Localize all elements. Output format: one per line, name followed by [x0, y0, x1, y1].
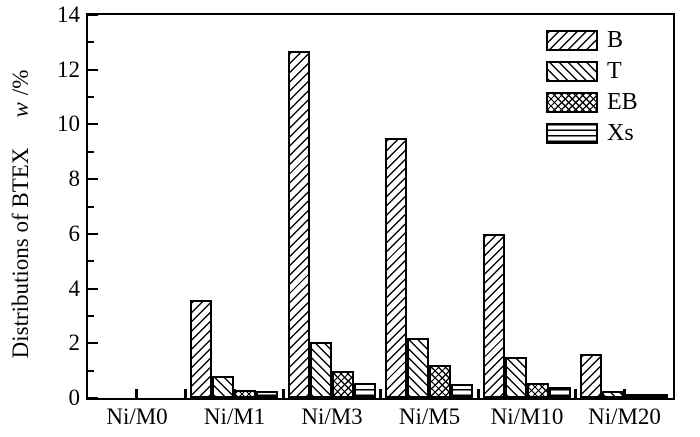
x-tick — [184, 389, 187, 398]
x-category-label: Ni/M5 — [398, 404, 461, 429]
bar-eb-ni-m3 — [331, 370, 354, 398]
legend-label: Xs — [607, 120, 634, 146]
y-tick-label: 8 — [68, 166, 81, 192]
y-tick-label: 0 — [68, 385, 81, 410]
bar-xs-ni-m20 — [646, 394, 669, 398]
bar-t-ni-m3 — [309, 341, 332, 398]
x-tick — [281, 389, 285, 398]
legend-swatch-xs — [546, 123, 598, 144]
y-tick — [88, 14, 98, 16]
legend-item-t: T — [546, 58, 638, 84]
x-category-label: Ni/M0 — [106, 404, 168, 429]
bar-eb-ni-m1 — [234, 389, 257, 398]
y-tick-label: 4 — [68, 275, 81, 301]
bar-b-ni-m10 — [482, 233, 505, 398]
bar-b-ni-m5 — [385, 138, 408, 398]
x-tick — [622, 389, 626, 398]
x-category-label: Ni/M3 — [301, 404, 363, 429]
x-tick — [574, 389, 577, 398]
y-tick — [88, 342, 98, 345]
bar-b-ni-m20 — [580, 354, 603, 398]
y-axis-unit: /% — [8, 69, 33, 96]
y-tick — [88, 68, 98, 71]
y-tick — [88, 150, 94, 153]
x-category-label: Ni/M20 — [588, 404, 661, 429]
x-tick — [379, 389, 382, 398]
y-axis-title-text: Distributions of BTEX — [8, 147, 33, 359]
y-tick-label: 12 — [57, 56, 80, 82]
legend-label: B — [607, 27, 624, 53]
legend-swatch-t — [546, 61, 598, 82]
y-tick — [88, 178, 98, 181]
y-tick-label: 6 — [68, 220, 81, 246]
x-category-label: Ni/M10 — [490, 404, 564, 429]
bar-eb-ni-m20 — [624, 394, 647, 398]
y-tick — [88, 287, 98, 290]
legend-item-xs: Xs — [546, 120, 638, 146]
y-tick — [88, 314, 94, 317]
x-category-label: Ni/M1 — [203, 404, 266, 429]
bar-xs-ni-m5 — [451, 384, 474, 398]
y-tick — [88, 96, 94, 99]
y-axis-symbol: w — [8, 102, 33, 118]
bar-t-ni-m1 — [212, 376, 235, 398]
bar-xs-ni-m3 — [353, 382, 376, 398]
legend: B T EB Xs — [546, 27, 638, 154]
bar-t-ni-m10 — [504, 356, 527, 398]
bar-eb-ni-m5 — [429, 365, 452, 398]
legend-swatch-b — [546, 30, 598, 51]
x-tick — [135, 389, 139, 398]
y-tick — [88, 397, 98, 399]
bar-xs-ni-m1 — [256, 391, 279, 398]
y-tick — [88, 41, 94, 44]
y-tick-label: 2 — [68, 330, 81, 356]
legend-label: T — [607, 58, 622, 84]
bar-t-ni-m20 — [602, 391, 625, 398]
bar-t-ni-m5 — [407, 337, 430, 398]
y-axis-title: Distributions of BTEX w /% — [8, 70, 34, 359]
bar-b-ni-m1 — [190, 299, 213, 398]
y-tick — [88, 369, 94, 372]
bar-xs-ni-m10 — [548, 387, 571, 398]
y-tick-label: 10 — [57, 111, 80, 137]
legend-label: EB — [607, 89, 638, 115]
legend-item-eb: EB — [546, 89, 638, 115]
bar-eb-ni-m10 — [526, 382, 549, 398]
x-tick — [476, 389, 480, 398]
y-tick — [88, 205, 94, 208]
y-tick — [88, 232, 98, 235]
legend-item-b: B — [546, 27, 638, 53]
y-tick — [88, 123, 98, 126]
bar-b-ni-m3 — [287, 50, 310, 398]
y-tick — [88, 260, 94, 263]
legend-swatch-eb — [546, 92, 598, 113]
y-tick-label: 14 — [57, 2, 80, 27]
